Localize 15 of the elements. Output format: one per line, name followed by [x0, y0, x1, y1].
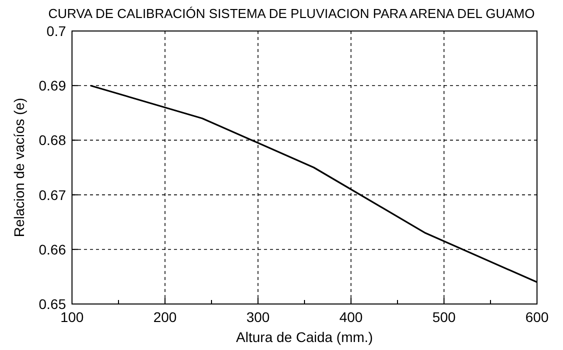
y-tick-label: 0.7 — [46, 23, 66, 39]
x-tick-label: 100 — [60, 309, 84, 325]
x-tick-label: 200 — [153, 309, 177, 325]
y-tick-label: 0.66 — [38, 241, 66, 258]
y-axis-title: Relacion de vacíos (e) — [11, 98, 27, 238]
x-tick-label: 400 — [339, 309, 363, 325]
x-tick-label: 300 — [246, 309, 270, 325]
y-tick-label: 0.67 — [38, 186, 66, 203]
x-axis-title: Altura de Caida (mm.) — [236, 329, 373, 345]
y-tick-label: 0.69 — [38, 78, 66, 94]
x-tick-label: 500 — [432, 309, 456, 325]
y-tick-label: 0.65 — [38, 296, 66, 312]
chart-title: CURVA DE CALIBRACIÓN SISTEMA DE PLUVIACION PARA ARENA DEL GUAMO — [48, 6, 535, 21]
x-tick-label: 600 — [525, 309, 549, 325]
y-tick-label: 0.68 — [38, 132, 66, 148]
